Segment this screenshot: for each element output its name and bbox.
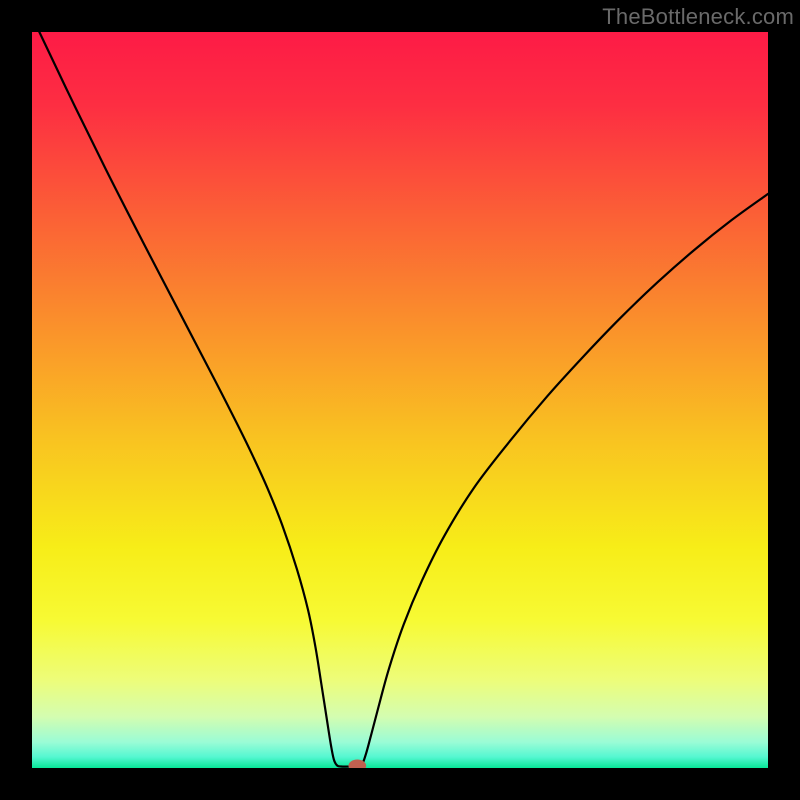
plot-area	[32, 32, 768, 768]
watermark-text: TheBottleneck.com	[602, 0, 800, 30]
curve-path	[39, 32, 768, 767]
chart-container: TheBottleneck.com	[0, 0, 800, 800]
bottleneck-curve	[32, 32, 768, 768]
